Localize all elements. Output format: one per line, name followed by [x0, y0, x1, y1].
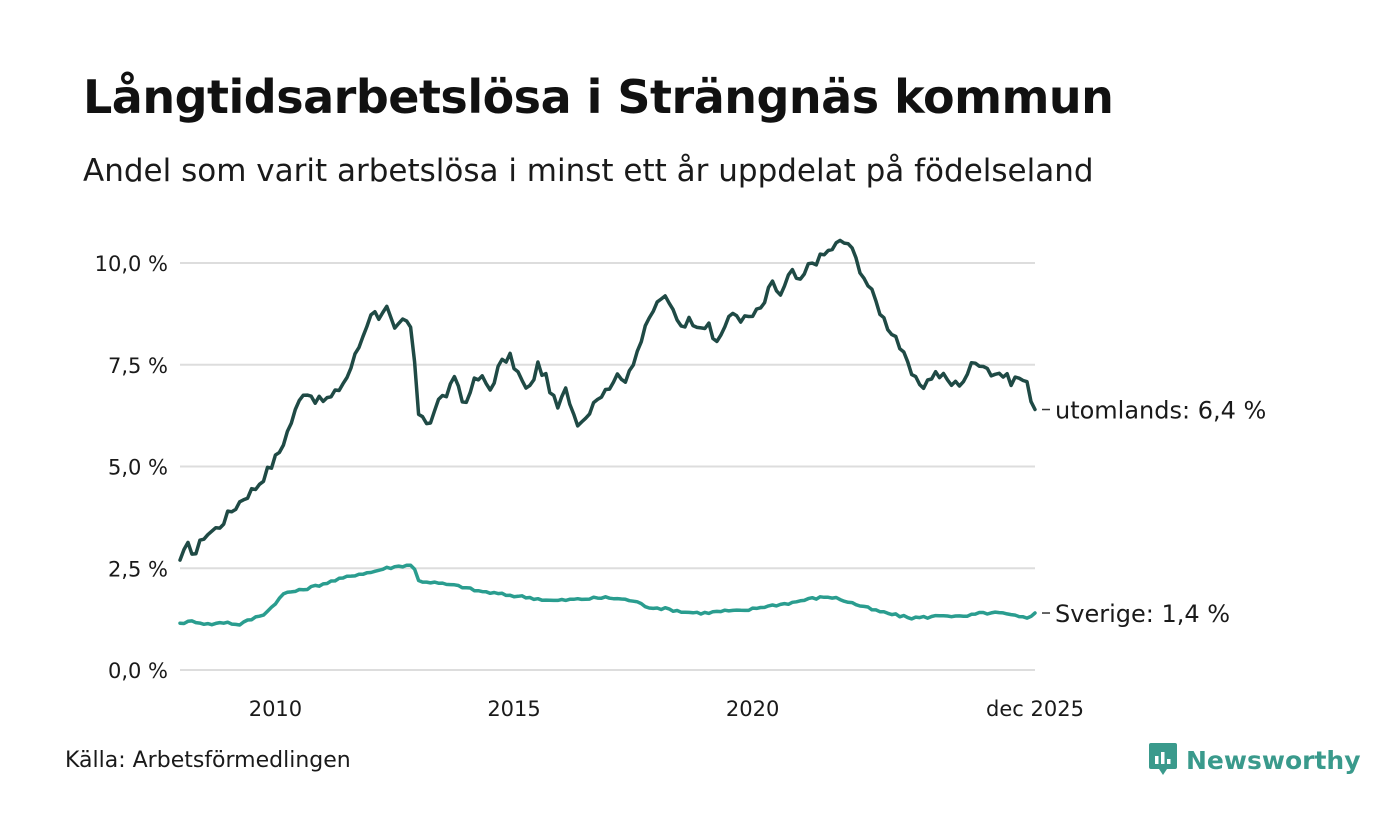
end-label-sverige: Sverige: 1,4 % [1055, 600, 1230, 628]
y-tick-label: 10,0 % [95, 252, 168, 276]
series-lines [178, 238, 1037, 627]
series-line-sverige [178, 563, 1037, 627]
end-label-utomlands: utomlands: 6,4 % [1055, 397, 1266, 425]
x-tick-label: 2020 [726, 697, 779, 721]
source-note: Källa: Arbetsförmedlingen [65, 748, 351, 773]
newsworthy-logo-icon [1149, 743, 1177, 775]
y-tick-label: 0,0 % [108, 659, 168, 683]
y-axis-ticks: 0,0 % 2,5 % 5,0 % 7,5 % 10,0 % [95, 252, 168, 683]
x-tick-label: dec 2025 [986, 697, 1084, 721]
y-tick-label: 5,0 % [108, 456, 168, 480]
x-axis-ticks: 2010 2015 2020 dec 2025 [249, 697, 1084, 721]
newsworthy-logo-text: Newsworthy [1186, 745, 1361, 775]
x-tick-label: 2015 [487, 697, 540, 721]
y-tick-label: 7,5 % [108, 354, 168, 378]
y-tick-label: 2,5 % [108, 557, 168, 581]
newsworthy-logo[interactable]: Newsworthy [1148, 742, 1361, 778]
chart-title: Långtidsarbetslösa i Strängnäs kommun [83, 70, 1114, 124]
series-line-utomlands [178, 238, 1037, 562]
grid-lines [180, 262, 1035, 671]
end-labels: utomlands: 6,4 % Sverige: 1,4 % [1042, 397, 1266, 628]
x-tick-label: 2010 [249, 697, 302, 721]
chart-subtitle: Andel som varit arbetslösa i minst ett å… [83, 153, 1094, 189]
